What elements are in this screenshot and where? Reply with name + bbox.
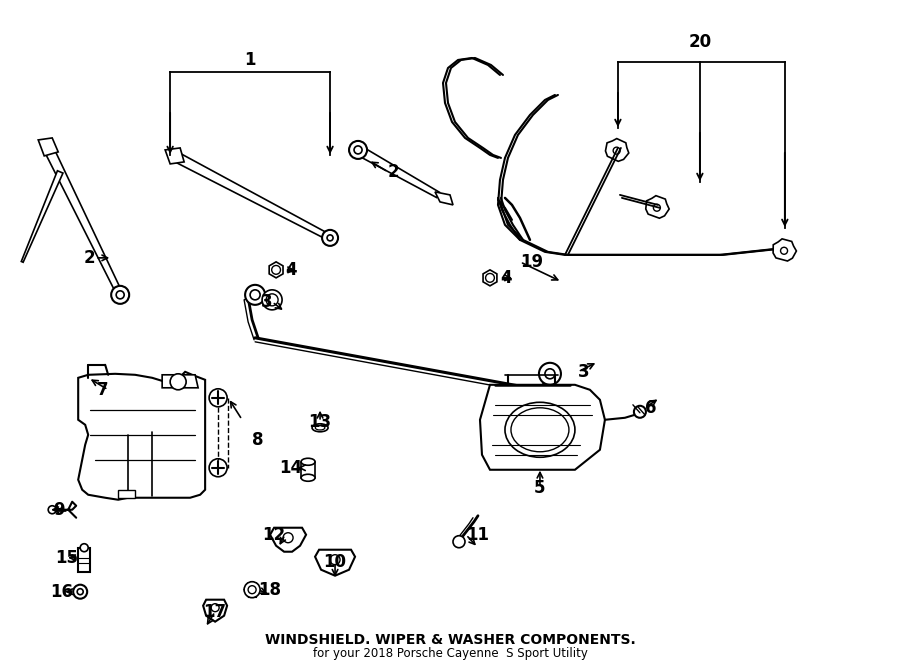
Text: 17: 17 <box>203 602 227 621</box>
Circle shape <box>77 589 83 594</box>
Polygon shape <box>44 146 123 296</box>
Circle shape <box>539 363 561 385</box>
Text: 2: 2 <box>84 249 95 267</box>
Polygon shape <box>269 262 283 278</box>
Ellipse shape <box>312 424 328 432</box>
Polygon shape <box>118 490 135 498</box>
Polygon shape <box>165 148 184 164</box>
Circle shape <box>244 582 260 598</box>
Polygon shape <box>315 549 355 576</box>
Circle shape <box>250 290 260 300</box>
Polygon shape <box>356 146 439 197</box>
Text: 12: 12 <box>262 526 285 544</box>
Circle shape <box>80 544 88 551</box>
Text: 5: 5 <box>535 479 545 496</box>
Polygon shape <box>480 385 605 470</box>
Circle shape <box>49 506 56 514</box>
Text: 14: 14 <box>279 459 302 477</box>
Text: 1: 1 <box>245 51 256 69</box>
Polygon shape <box>606 138 629 162</box>
Polygon shape <box>435 192 453 205</box>
Circle shape <box>116 291 124 299</box>
Circle shape <box>349 141 367 159</box>
Circle shape <box>73 585 87 598</box>
Ellipse shape <box>505 402 575 457</box>
Text: 13: 13 <box>309 413 331 431</box>
Circle shape <box>112 286 130 304</box>
Circle shape <box>245 285 266 305</box>
Polygon shape <box>22 171 63 262</box>
Polygon shape <box>483 270 497 286</box>
Polygon shape <box>176 154 331 240</box>
Circle shape <box>545 369 555 379</box>
Polygon shape <box>78 372 205 500</box>
Text: 2: 2 <box>388 163 400 181</box>
Circle shape <box>209 459 227 477</box>
Polygon shape <box>38 138 58 156</box>
Circle shape <box>453 536 465 547</box>
Circle shape <box>209 389 227 406</box>
Text: 16: 16 <box>50 583 73 600</box>
Text: 3: 3 <box>260 293 272 311</box>
Ellipse shape <box>302 458 315 465</box>
Text: 3: 3 <box>578 363 590 381</box>
Text: for your 2018 Porsche Cayenne  S Sport Utility: for your 2018 Porsche Cayenne S Sport Ut… <box>312 647 588 660</box>
Text: WINDSHIELD. WIPER & WASHER COMPONENTS.: WINDSHIELD. WIPER & WASHER COMPONENTS. <box>265 633 635 647</box>
Text: 18: 18 <box>258 581 281 598</box>
Circle shape <box>322 230 338 246</box>
Polygon shape <box>270 528 306 551</box>
Text: 4: 4 <box>285 261 297 279</box>
Polygon shape <box>162 375 198 388</box>
Text: 6: 6 <box>645 399 656 417</box>
Text: 7: 7 <box>96 381 108 399</box>
Polygon shape <box>78 547 90 572</box>
Text: 15: 15 <box>55 549 78 567</box>
Text: 10: 10 <box>324 553 346 571</box>
Polygon shape <box>646 196 670 218</box>
Text: 11: 11 <box>466 526 489 544</box>
Text: 4: 4 <box>500 269 511 287</box>
Text: 19: 19 <box>520 253 543 271</box>
Polygon shape <box>203 600 227 622</box>
Circle shape <box>170 374 186 390</box>
Ellipse shape <box>302 474 315 481</box>
Circle shape <box>327 235 333 241</box>
Text: 8: 8 <box>252 431 264 449</box>
Circle shape <box>634 406 646 418</box>
Polygon shape <box>773 239 796 261</box>
Text: 9: 9 <box>54 500 65 519</box>
Text: 20: 20 <box>688 33 711 51</box>
Circle shape <box>262 290 282 310</box>
